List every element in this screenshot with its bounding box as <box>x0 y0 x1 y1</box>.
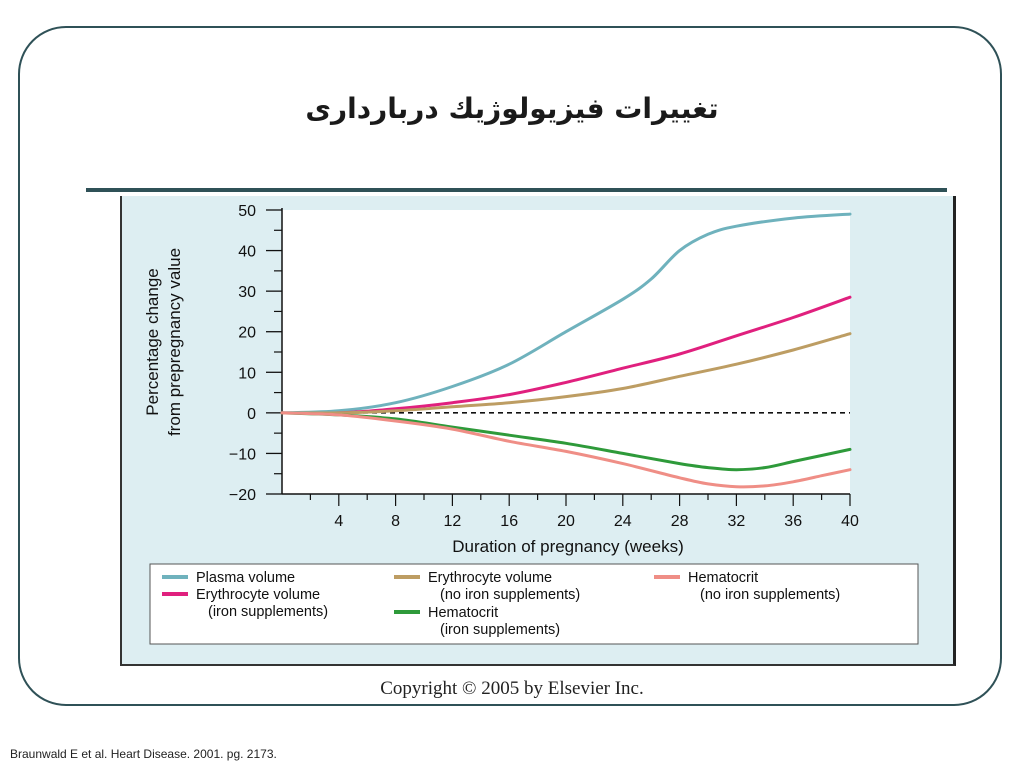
legend-box <box>149 563 919 645</box>
x-tick-label: 40 <box>841 513 859 530</box>
x-tick-label: 12 <box>444 513 462 530</box>
y-tick-label: 0 <box>247 406 256 423</box>
y-tick-label: −20 <box>229 487 256 504</box>
y-tick-label: 30 <box>238 284 256 301</box>
legend-sublabel: (iron supplements) <box>440 622 560 638</box>
legend-sublabel: (no iron supplements) <box>700 587 840 603</box>
y-tick-label: 10 <box>238 365 256 382</box>
line-chart: 50 40 30 20 10 0 −10 −20 4 8 12 16 20 24 28 32 36 40 Durat… <box>143 203 919 645</box>
y-tick-label: −10 <box>229 446 256 463</box>
x-tick-label: 8 <box>391 513 400 530</box>
series-line-hematocrit-iron-supplements <box>280 411 852 472</box>
legend-sublabel: (no iron supplements) <box>440 587 580 603</box>
plot-area <box>282 210 850 494</box>
x-axis-title: Duration of pregnancy (weeks) <box>452 537 684 556</box>
x-tick-label: 36 <box>784 513 802 530</box>
y-axis-title: Percentage change from prepregnancy value <box>143 248 184 436</box>
legend-label: Hematocrit <box>688 570 758 586</box>
slide-frame <box>18 26 1002 706</box>
legend-label: Hematocrit <box>428 605 498 621</box>
series-line-erythrocyte-volume-no-iron-supplements <box>280 332 852 415</box>
legend-label: Plasma volume <box>196 570 295 586</box>
x-tick-label: 16 <box>500 513 518 530</box>
x-tick-label: 4 <box>334 513 343 530</box>
figure-panel: 50 40 30 20 10 0 −10 −20 4 8 12 16 20 24 28 32 36 40 Durat… <box>120 196 956 666</box>
x-tick-label: 20 <box>557 513 575 530</box>
y-axis-title-line: Percentage change <box>143 268 162 415</box>
slide-title: تغييرات فيزيولوژيك درباردارى <box>305 92 719 125</box>
y-axis-title-line: from prepregnancy value <box>165 248 184 436</box>
series-line-plasma-volume <box>280 212 852 415</box>
series-line-hematocrit-no-iron-supplements <box>280 411 852 489</box>
legend-label: Erythrocyte volume <box>196 587 320 603</box>
legend-sublabel: (iron supplements) <box>208 604 328 620</box>
x-tick-label: 24 <box>614 513 632 530</box>
legend-label: Erythrocyte volume <box>428 570 552 586</box>
x-tick-label: 28 <box>671 513 689 530</box>
y-tick-label: 20 <box>238 325 256 342</box>
y-tick-label: 40 <box>238 244 256 261</box>
x-tick-label: 32 <box>728 513 746 530</box>
citation: Braunwald E et al. Heart Disease. 2001. … <box>10 747 277 761</box>
y-tick-label: 50 <box>238 203 256 220</box>
title-rule <box>86 188 947 192</box>
copyright-notice: Copyright © 2005 by Elsevier Inc. <box>380 678 644 699</box>
